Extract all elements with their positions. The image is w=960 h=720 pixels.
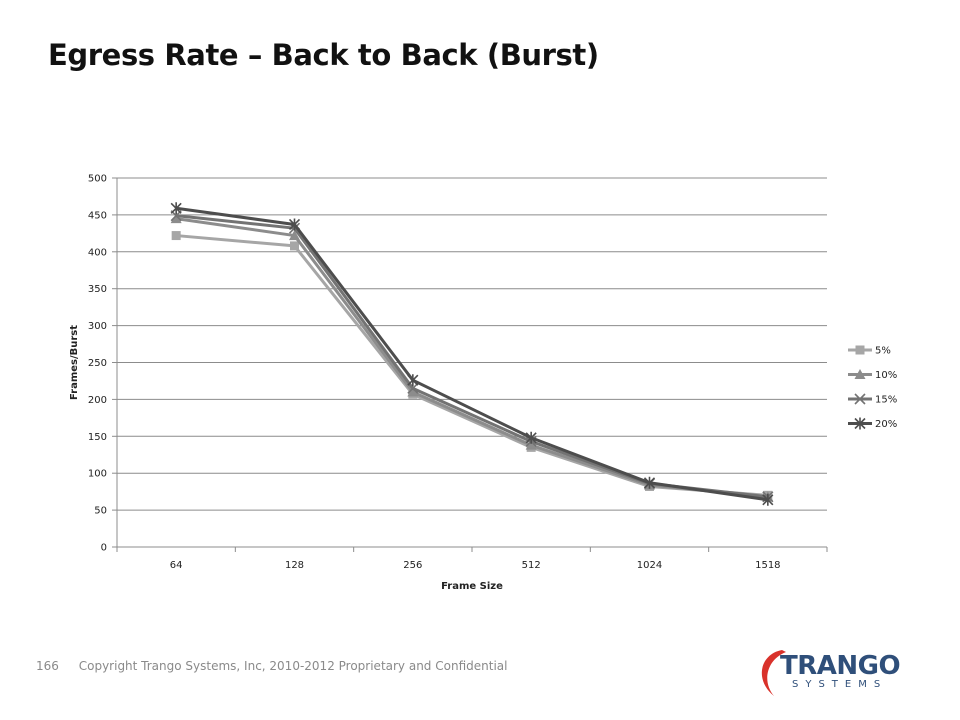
series-line-4 — [175, 206, 769, 502]
series-line-2 — [175, 217, 768, 499]
data-point — [407, 374, 419, 387]
y-tick-label: 100 — [88, 469, 107, 480]
y-tick-label: 500 — [88, 174, 107, 185]
y-axis-title: Frames/Burst — [69, 325, 80, 400]
data-point — [289, 230, 300, 241]
x-tick-label: 1024 — [637, 560, 662, 571]
y-tick-label: 350 — [88, 284, 107, 295]
data-point — [288, 218, 301, 231]
data-point — [525, 439, 537, 450]
trango-logo: TRANGO SYSTEMS — [752, 646, 922, 698]
page-number: 166 — [36, 659, 59, 673]
legend-label: 10% — [875, 370, 897, 381]
legend-marker — [854, 369, 866, 379]
x-tick-label: 256 — [403, 560, 422, 571]
y-tick-label: 250 — [88, 358, 107, 369]
x-axis-title: Frame Size — [441, 581, 503, 592]
data-point — [643, 476, 656, 489]
data-point — [171, 231, 181, 241]
legend-marker — [854, 393, 866, 405]
slide-title: Egress Rate – Back to Back (Burst) — [48, 38, 599, 72]
x-tick-label: 512 — [522, 560, 541, 571]
y-tick-label: 400 — [88, 247, 107, 258]
data-point — [407, 382, 419, 394]
logo-brand: TRANGO — [780, 651, 901, 681]
series-line-3 — [176, 214, 769, 499]
data-point — [290, 241, 299, 251]
data-point — [170, 202, 182, 215]
legend-marker — [854, 417, 866, 430]
legend-marker — [855, 345, 865, 355]
footer: 166 Copyright Trango Systems, Inc, 2010-… — [36, 659, 507, 673]
logo-sub: SYSTEMS — [792, 679, 888, 690]
x-tick-label: 64 — [170, 560, 183, 571]
legend-label: 20% — [875, 419, 897, 430]
y-tick-label: 50 — [94, 506, 107, 517]
copyright-text: Copyright Trango Systems, Inc, 2010-2012… — [78, 659, 508, 673]
x-tick-label: 1518 — [755, 560, 780, 571]
y-tick-label: 300 — [88, 321, 107, 332]
y-tick-label: 200 — [88, 395, 107, 406]
logo-swoosh-icon — [761, 650, 786, 696]
series-line-1 — [176, 234, 768, 497]
data-point — [407, 386, 419, 397]
legend-label: 5% — [875, 346, 891, 357]
y-tick-label: 450 — [88, 210, 107, 221]
y-tick-label: 0 — [101, 543, 107, 554]
legend-label: 15% — [875, 395, 897, 406]
x-tick-label: 128 — [285, 560, 304, 571]
data-point — [170, 213, 182, 224]
data-point — [525, 431, 537, 444]
y-tick-label: 150 — [88, 432, 107, 443]
data-point — [762, 493, 774, 506]
